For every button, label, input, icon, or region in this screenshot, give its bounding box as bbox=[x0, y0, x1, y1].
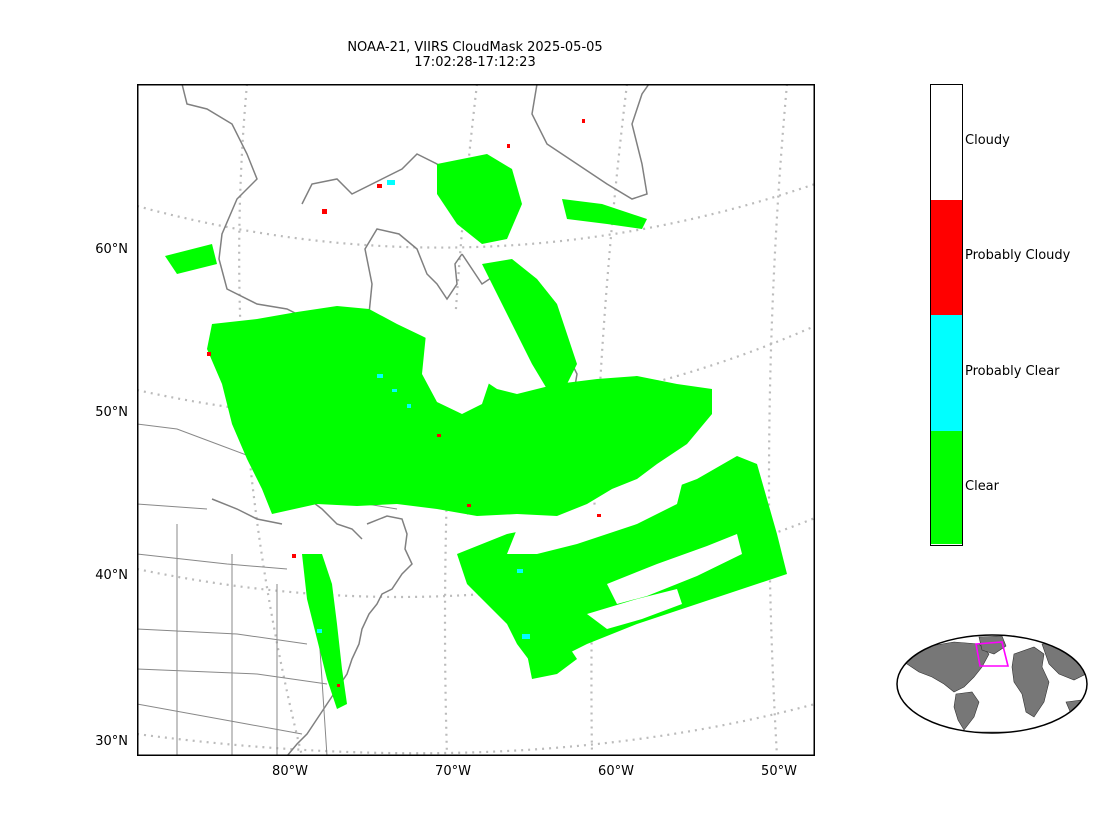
prob-clear-speck bbox=[387, 180, 395, 185]
prob-clear-speck bbox=[517, 569, 523, 573]
lon-label-60: 60°W bbox=[598, 764, 634, 779]
figure-title: NOAA-21, VIIRS CloudMask 2025-05-05 17:0… bbox=[300, 40, 650, 70]
lat-label-30: 30°N bbox=[95, 734, 128, 749]
prob-clear-speck bbox=[317, 629, 322, 633]
graticule-lat-60 bbox=[137, 182, 815, 249]
colorbar bbox=[930, 84, 963, 546]
prob-cloudy-speck bbox=[507, 144, 510, 148]
lon-label-70: 70°W bbox=[435, 764, 471, 779]
globe-region-box bbox=[975, 641, 1010, 667]
prob-clear-speck bbox=[522, 634, 530, 639]
cloudmask-clear-regions bbox=[165, 154, 787, 709]
colorbar-probably-clear-swatch bbox=[931, 315, 962, 431]
globe-greenland bbox=[978, 635, 1007, 655]
prob-clear-speck bbox=[392, 389, 397, 392]
greenland-coast bbox=[531, 84, 650, 200]
clear-hudson-strait-patch bbox=[165, 244, 217, 274]
prob-cloudy-speck bbox=[437, 434, 441, 437]
clear-south-tail bbox=[527, 644, 577, 679]
prob-cloudy-speck bbox=[377, 184, 382, 188]
map-canvas bbox=[137, 84, 815, 756]
prob-clear-speck bbox=[407, 404, 411, 408]
lat-label-50: 50°N bbox=[95, 405, 128, 420]
prob-cloudy-speck bbox=[292, 554, 296, 558]
prob-cloudy-speck bbox=[322, 209, 327, 214]
title-line-2: 17:02:28-17:12:23 bbox=[414, 55, 536, 70]
lon-label-80: 80°W bbox=[272, 764, 308, 779]
legend-label-probably-clear: Probably Clear bbox=[965, 364, 1060, 379]
clear-south-band bbox=[457, 456, 787, 664]
clear-quebec-north bbox=[437, 154, 522, 244]
prob-cloudy-speck bbox=[337, 684, 340, 687]
locator-globe bbox=[894, 632, 1090, 740]
cloudmask-probably-clear-speckles bbox=[317, 180, 530, 639]
clear-greenland-patch bbox=[562, 199, 647, 229]
prob-cloudy-speck bbox=[597, 514, 601, 517]
graticule-lat-30 bbox=[137, 702, 815, 755]
cloudy-south-gap bbox=[507, 484, 682, 554]
legend-label-cloudy: Cloudy bbox=[965, 133, 1010, 148]
globe-europe-africa bbox=[1011, 646, 1050, 718]
legend-label-clear: Clear bbox=[965, 479, 999, 494]
lon-label-50: 50°W bbox=[761, 764, 797, 779]
prob-clear-speck bbox=[377, 374, 383, 378]
legend-label-probably-cloudy: Probably Cloudy bbox=[965, 248, 1071, 263]
lat-label-40: 40°N bbox=[95, 568, 128, 583]
lat-label-60: 60°N bbox=[95, 242, 128, 257]
cloudy-atlantic-gap bbox=[587, 589, 682, 629]
cloudmask-probably-cloudy-speckles bbox=[207, 119, 601, 687]
colorbar-probably-cloudy-swatch bbox=[931, 200, 962, 315]
cloudy-ocean-gap bbox=[607, 534, 742, 604]
map-border bbox=[137, 84, 815, 756]
locator-globe-svg bbox=[896, 634, 1088, 734]
map-panel[interactable] bbox=[137, 84, 815, 756]
title-line-1: NOAA-21, VIIRS CloudMask 2025-05-05 bbox=[347, 40, 603, 55]
state-lines bbox=[137, 503, 328, 756]
prob-cloudy-speck bbox=[207, 352, 211, 356]
us-east-coast bbox=[286, 515, 413, 756]
colorbar-clear-swatch bbox=[931, 431, 962, 544]
globe-outline bbox=[896, 634, 1088, 734]
globe-north-america bbox=[903, 641, 990, 693]
colorbar-cloudy-swatch bbox=[931, 85, 962, 200]
prob-cloudy-speck bbox=[467, 504, 471, 507]
clear-coast-patch bbox=[302, 554, 347, 709]
clear-baffin-strip bbox=[482, 259, 577, 389]
cloudy-labrador bbox=[422, 309, 492, 414]
graticule-lon-50 bbox=[767, 84, 789, 756]
globe-south-america bbox=[953, 691, 980, 731]
prob-cloudy-speck bbox=[582, 119, 585, 123]
cloudmask-cloudy-regions bbox=[422, 309, 742, 629]
